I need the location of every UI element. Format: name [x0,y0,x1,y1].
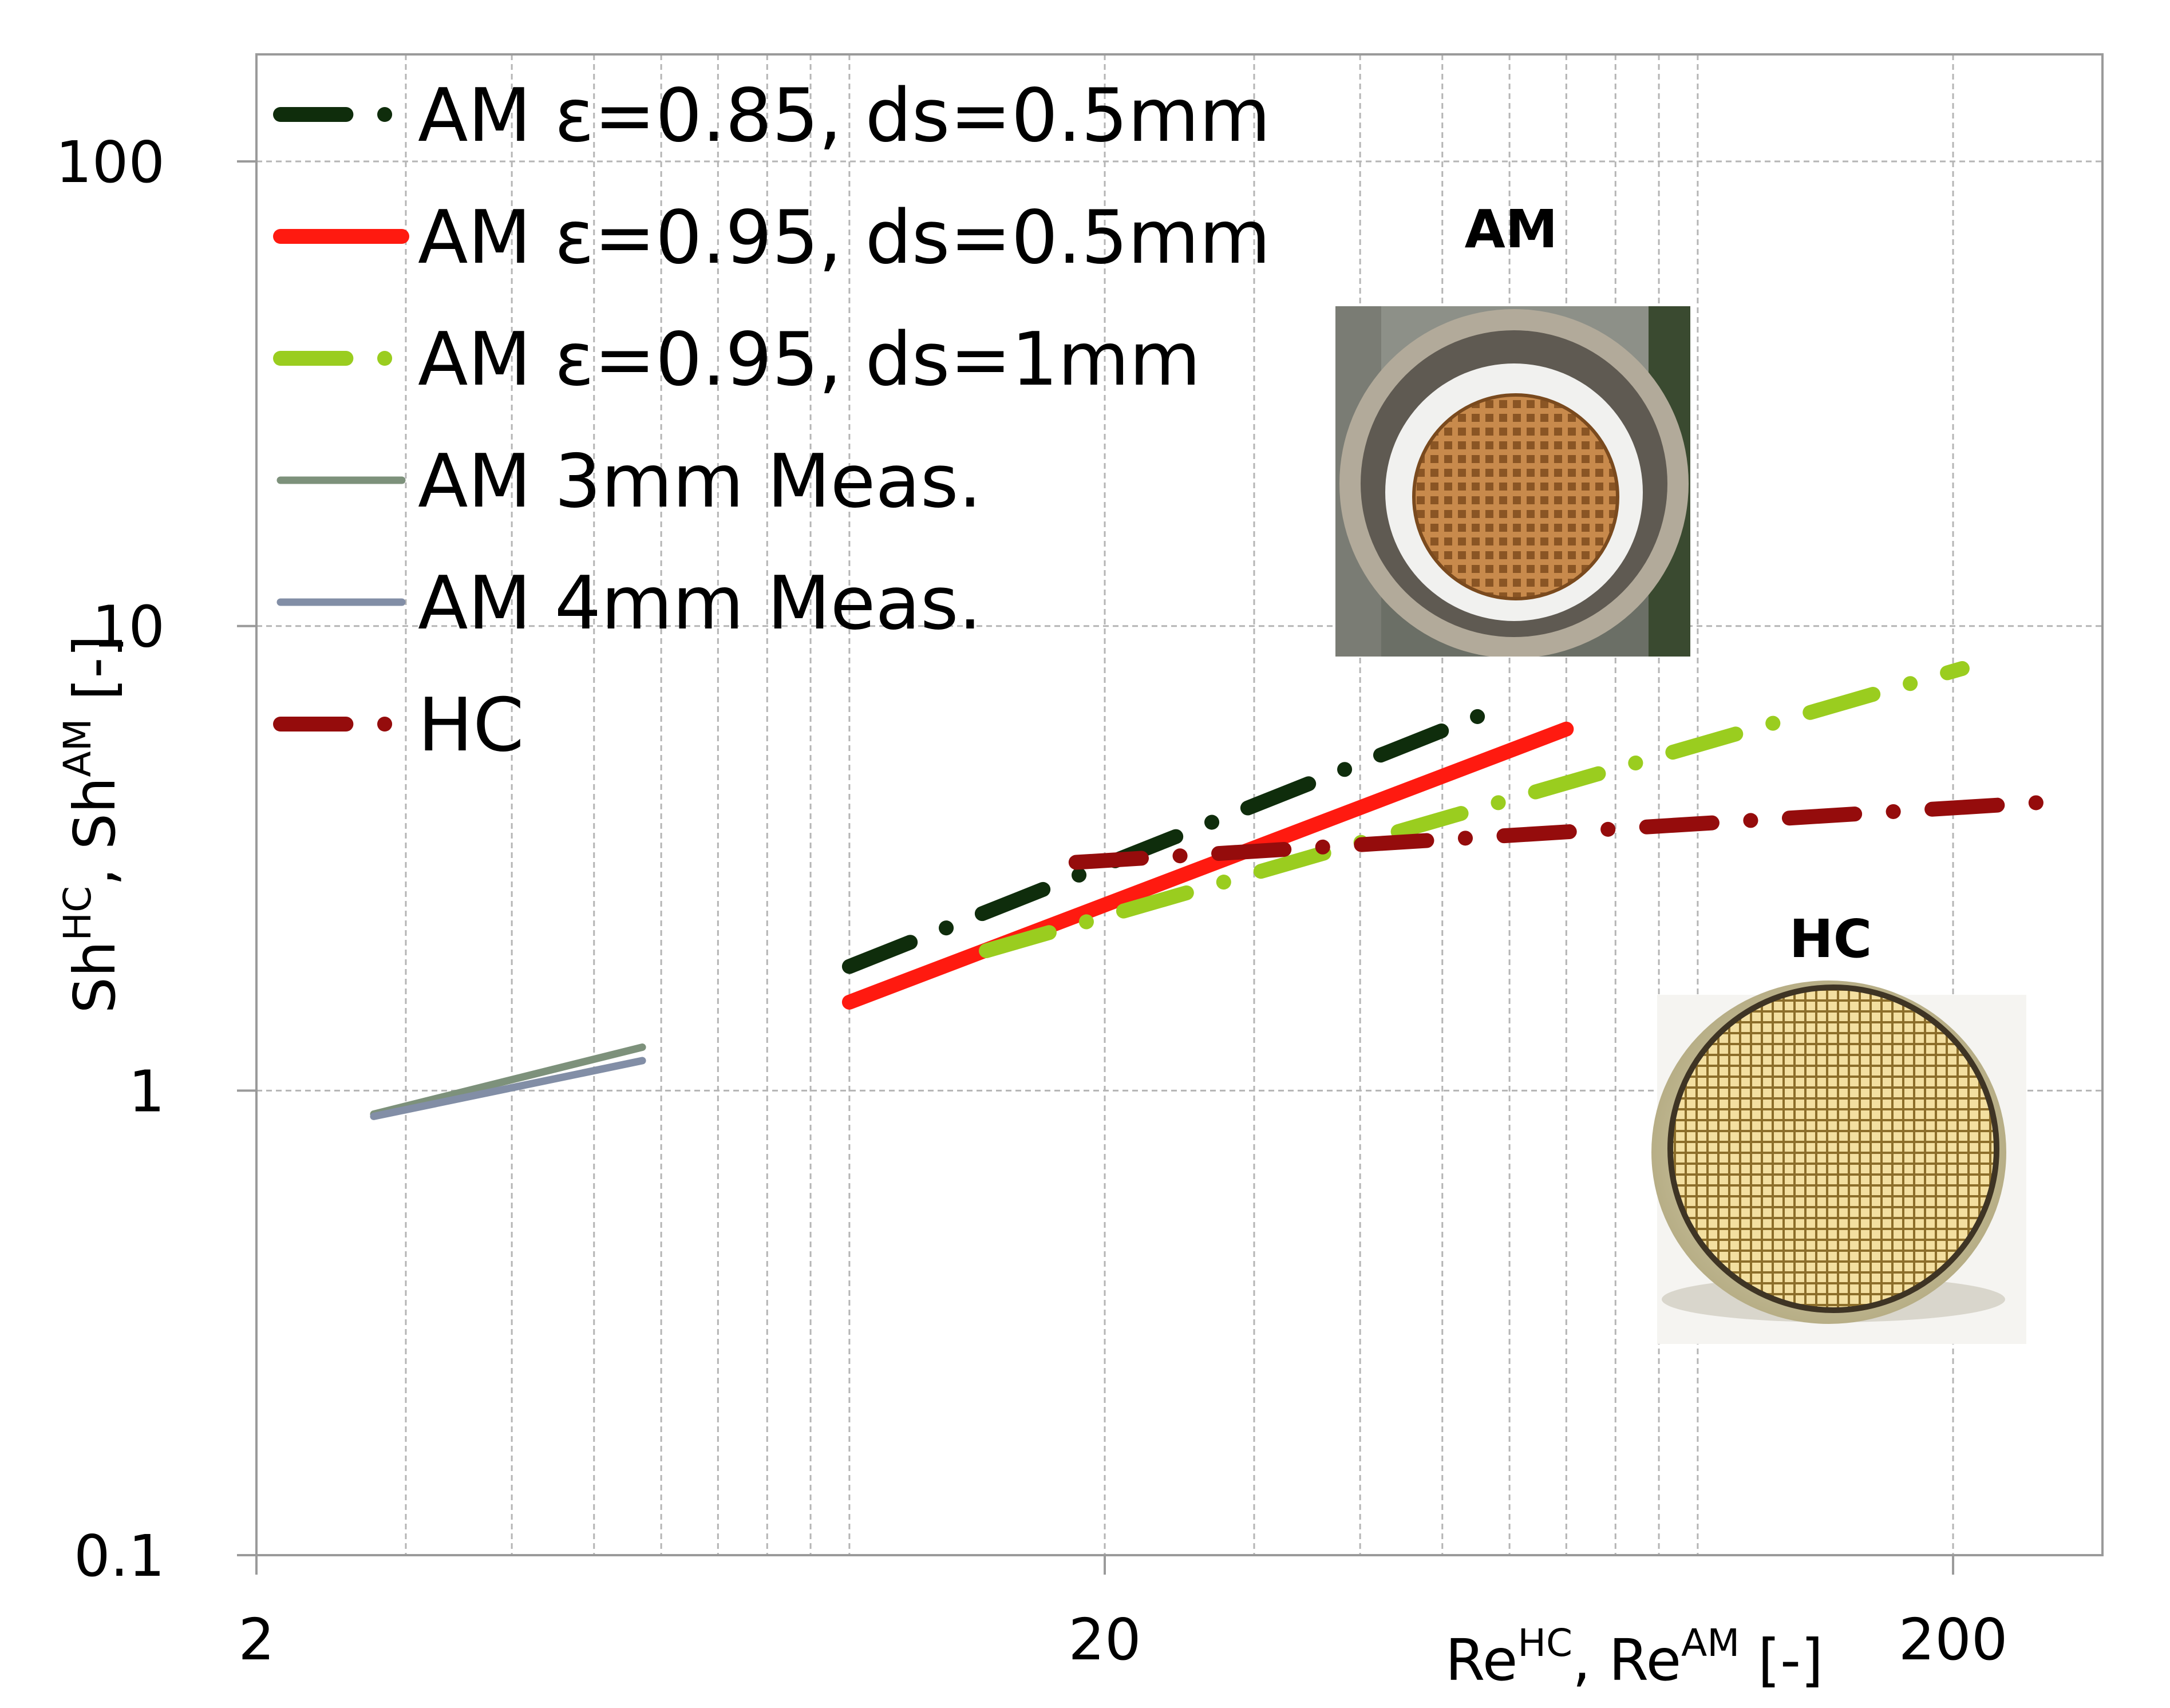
series-line-1 [841,721,1574,1010]
legend: AM ε=0.85, ds=0.5mm AM ε=0.95, ds=0.5mm AM… [273,73,1271,768]
legend-label-2: AM ε=0.95, ds=1mm [418,317,1201,402]
x-tick-label: 2 [238,1606,275,1673]
y-axis-label: ShHC, ShAM [-] [56,635,128,1013]
series-line-2 [979,661,1970,959]
x-tick-label: 20 [1068,1606,1141,1673]
legend-label-5: HC [418,683,524,768]
legend-label-4: AM 4mm Meas. [418,561,982,646]
hc-photo-inset [1651,980,2026,1344]
y-tick-label: 1 [128,1058,165,1125]
x-axis-label: ReHC, ReAM [-] [1445,1621,1823,1694]
y-tick-label: 100 [56,129,165,196]
series-line-4 [370,1057,646,1120]
tick-labels: 2 20 200 0.1 1 10 100 [56,129,2007,1673]
series-line-3 [370,1043,646,1118]
legend-label-3: AM 3mm Meas. [418,439,982,524]
y-tick-label: 10 [92,594,165,661]
x-tick-label: 200 [1899,1606,2008,1673]
data-series [370,661,2072,1120]
plot-frame [255,53,2104,1556]
series-line-0 [841,696,1517,974]
legend-label-0: AM ε=0.85, ds=0.5mm [418,73,1271,159]
y-tick-label: 0.1 [74,1523,165,1590]
legend-label-1: AM ε=0.95, ds=0.5mm [418,195,1271,280]
am-photo-label: AM [1465,199,1558,260]
series-line-5 [1068,793,2072,870]
am-photo-inset [1335,306,1690,657]
hc-photo-label: HC [1789,908,1872,970]
